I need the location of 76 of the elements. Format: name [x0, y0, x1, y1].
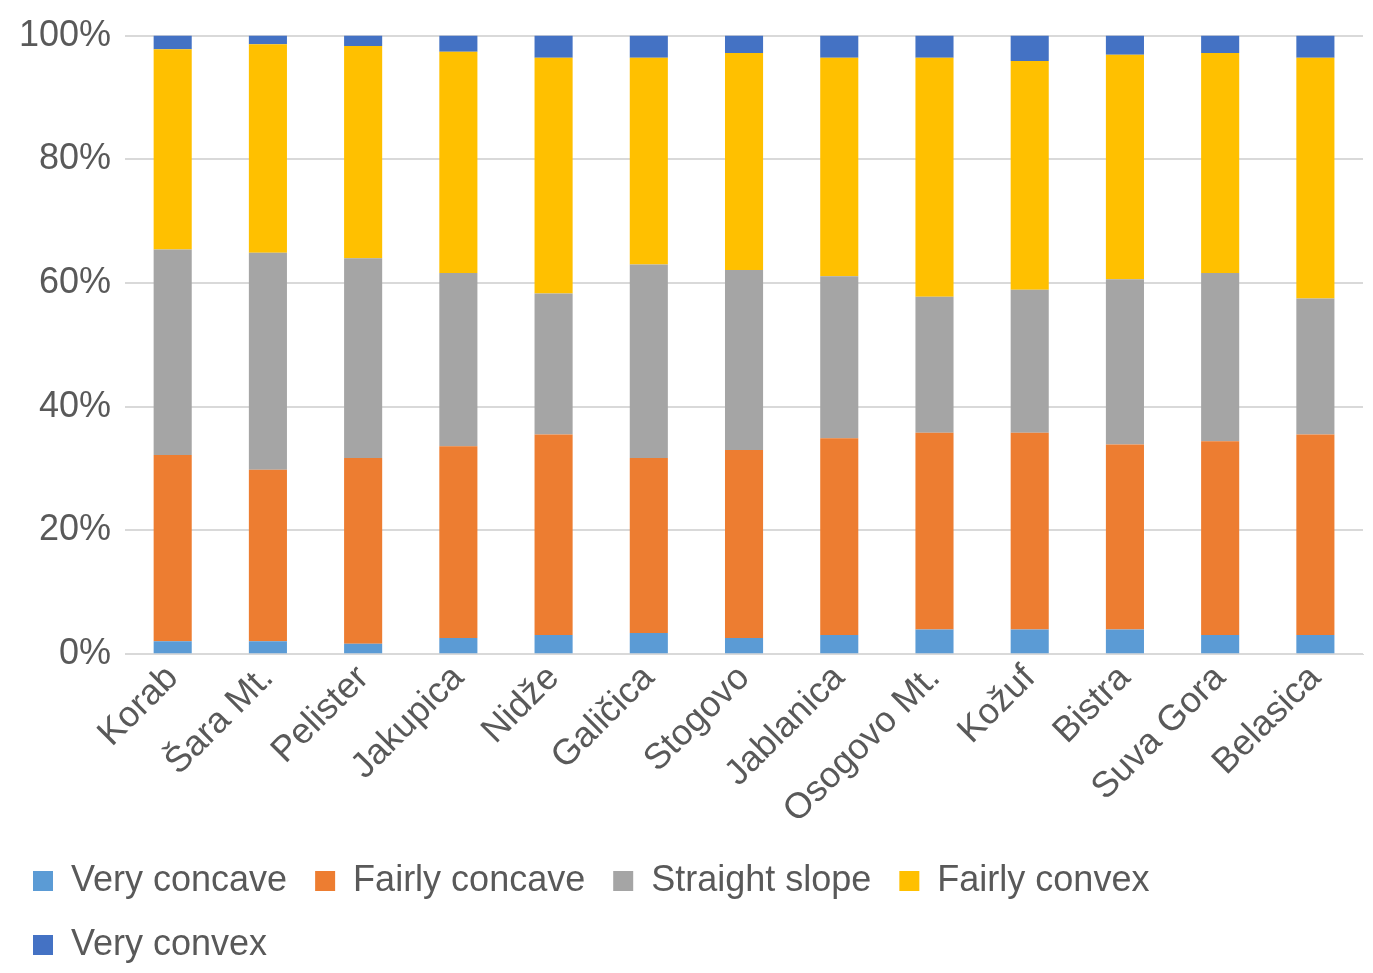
bar [1296, 434, 1335, 635]
bar [534, 57, 573, 294]
bar [344, 258, 383, 459]
bar [820, 35, 859, 58]
bar [439, 51, 478, 274]
bar [724, 270, 764, 451]
bar [915, 57, 954, 297]
y-tick-label: 80% [39, 136, 112, 178]
bar [1296, 35, 1335, 58]
legend-label: Very concave [71, 857, 288, 899]
y-tick-label: 40% [39, 383, 112, 425]
bar [1010, 35, 1049, 61]
bar [534, 35, 573, 58]
bar [534, 634, 573, 654]
bar [1296, 634, 1335, 654]
bar [724, 52, 764, 271]
bar [724, 35, 764, 53]
bar [820, 438, 859, 635]
bar [629, 633, 668, 654]
y-tick-label: 0% [59, 631, 112, 673]
bar [1010, 289, 1049, 433]
bar [1201, 35, 1240, 53]
bar [153, 49, 192, 250]
bar [153, 35, 192, 50]
bar [344, 458, 383, 644]
bar [629, 57, 668, 265]
bar [344, 35, 383, 47]
bar [1296, 57, 1335, 299]
legend-label: Fairly concave [353, 857, 586, 899]
bar [439, 638, 478, 654]
bar [248, 469, 287, 642]
bar [153, 454, 192, 642]
bar [344, 46, 383, 259]
bar [1010, 432, 1049, 630]
bar [344, 643, 383, 654]
bar [915, 629, 954, 654]
y-tick-label: 20% [39, 507, 112, 549]
y-tick-label: 100% [19, 12, 112, 54]
bar [1105, 279, 1144, 445]
y-tick-label: 60% [39, 259, 112, 301]
legend-label: Very convex [71, 921, 268, 963]
legend-label: Fairly convex [937, 857, 1150, 899]
legend-label: Straight slope [651, 857, 872, 899]
bar [1105, 629, 1144, 654]
bar [820, 634, 859, 654]
bar [1201, 52, 1240, 274]
bar [534, 293, 573, 435]
bar [1201, 634, 1240, 654]
bar [915, 432, 954, 630]
bar [1201, 441, 1240, 635]
bar [1105, 444, 1144, 630]
bar [1010, 60, 1049, 290]
bar [439, 273, 478, 447]
bar [439, 446, 478, 639]
bar [248, 35, 287, 45]
bar [534, 434, 573, 635]
bar [724, 450, 764, 639]
bar [248, 252, 287, 470]
bar [724, 638, 764, 654]
bar [1105, 54, 1144, 280]
bar [1010, 629, 1049, 654]
bar [248, 641, 287, 654]
bar [915, 296, 954, 433]
bar [1296, 298, 1335, 435]
bar [820, 57, 859, 277]
bar [820, 276, 859, 439]
bar [153, 641, 192, 654]
bar [915, 35, 954, 58]
bar [153, 249, 192, 455]
bar [1105, 35, 1144, 55]
bar [439, 35, 478, 52]
bar [629, 458, 668, 634]
bar [629, 35, 668, 58]
bar [629, 264, 668, 459]
bar [1201, 273, 1240, 442]
bar [248, 44, 287, 253]
